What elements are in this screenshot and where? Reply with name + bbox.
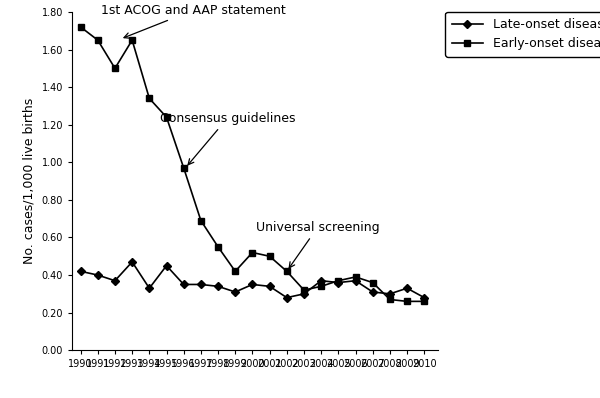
Late-onset disease (146, 286, 153, 291)
Legend: Late-onset disease, Early-onset disease: Late-onset disease, Early-onset disease (445, 12, 600, 57)
Early-onset disease (77, 25, 84, 29)
Early-onset disease (94, 38, 101, 43)
Late-onset disease (283, 295, 290, 300)
Late-onset disease (335, 280, 342, 285)
Early-onset disease (335, 278, 342, 283)
Early-onset disease (128, 38, 136, 43)
Late-onset disease (77, 269, 84, 274)
Early-onset disease (369, 280, 376, 285)
Early-onset disease (146, 96, 153, 101)
Early-onset disease (249, 250, 256, 255)
Line: Early-onset disease: Early-onset disease (77, 24, 427, 304)
Text: 1st ACOG and AAP statement: 1st ACOG and AAP statement (101, 4, 286, 38)
Late-onset disease (317, 278, 325, 283)
Early-onset disease (403, 299, 410, 304)
Late-onset disease (369, 290, 376, 295)
Early-onset disease (197, 218, 205, 223)
Early-onset disease (163, 115, 170, 119)
Late-onset disease (301, 291, 308, 296)
Late-onset disease (249, 282, 256, 287)
Early-onset disease (386, 297, 394, 302)
Text: Universal screening: Universal screening (256, 221, 379, 268)
Early-onset disease (112, 66, 119, 71)
Late-onset disease (163, 263, 170, 268)
Late-onset disease (214, 284, 221, 289)
Late-onset disease (266, 284, 273, 289)
Early-onset disease (317, 284, 325, 289)
Late-onset disease (128, 259, 136, 264)
Late-onset disease (403, 286, 410, 291)
Late-onset disease (197, 282, 205, 287)
Late-onset disease (232, 290, 239, 295)
Early-onset disease (214, 244, 221, 249)
Late-onset disease (112, 278, 119, 283)
Late-onset disease (352, 278, 359, 283)
Late-onset disease (421, 295, 428, 300)
Line: Late-onset disease: Late-onset disease (77, 259, 427, 301)
Late-onset disease (180, 282, 187, 287)
Text: Consensus guidelines: Consensus guidelines (160, 112, 295, 165)
Late-onset disease (94, 273, 101, 277)
Y-axis label: No. cases/1,000 live births: No. cases/1,000 live births (23, 98, 36, 264)
Late-onset disease (386, 291, 394, 296)
Early-onset disease (266, 254, 273, 259)
Early-onset disease (352, 275, 359, 279)
Early-onset disease (180, 166, 187, 170)
Early-onset disease (421, 299, 428, 304)
Early-onset disease (283, 269, 290, 274)
Early-onset disease (232, 269, 239, 274)
Early-onset disease (301, 288, 308, 293)
